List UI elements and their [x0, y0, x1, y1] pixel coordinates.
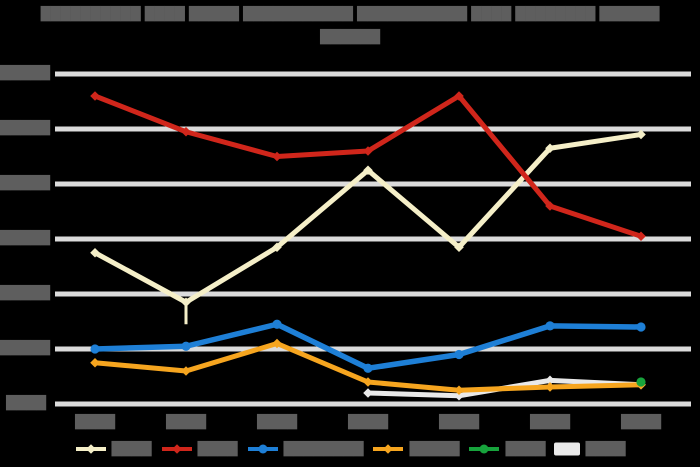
cream-legend-marker-icon: [75, 444, 106, 454]
legend-label: ████: [505, 441, 546, 457]
y-tick-label: █████: [0, 341, 50, 356]
data-point-marker: [636, 377, 646, 387]
data-point-marker: [545, 375, 555, 386]
gridline: [55, 71, 691, 77]
data-point-marker: [545, 321, 555, 331]
x-tick-label: ████: [530, 415, 570, 430]
data-point-marker: [90, 247, 100, 258]
data-point-marker: [181, 366, 191, 376]
data-point-marker: [545, 143, 555, 154]
legend-label: ████: [111, 441, 152, 457]
data-point-marker: [181, 126, 191, 137]
legend-label: ████: [585, 441, 626, 457]
orange-legend-marker-icon: [373, 444, 404, 454]
y-tick-label: █████: [0, 66, 50, 81]
x-tick-label: ████: [348, 415, 388, 430]
data-point-marker: [363, 377, 373, 387]
data-point-marker: [545, 382, 555, 392]
y-axis: █████ █████ █████ █████ █████ █████ ████: [0, 0, 50, 467]
data-point-marker: [363, 363, 373, 373]
data-point-marker: [363, 388, 373, 398]
data-point-marker: [181, 297, 191, 308]
data-point-marker: [90, 357, 100, 368]
y-tick-label: █████: [0, 121, 50, 136]
white-legend-marker-icon: [554, 442, 581, 456]
data-point-marker: [454, 349, 464, 360]
y-tick-label: ████: [6, 396, 46, 411]
gridline: [55, 346, 691, 352]
x-tick-label: ████: [439, 415, 479, 430]
data-point-marker: [454, 390, 464, 401]
data-point-marker: [454, 91, 464, 101]
red-legend-marker-icon: [161, 444, 192, 454]
data-point-marker: [545, 201, 555, 211]
gridline: [55, 401, 691, 407]
x-tick-label: ████: [75, 415, 115, 430]
gridline: [55, 236, 691, 242]
legend-item-blue: ████████: [247, 441, 364, 457]
data-point-marker: [90, 344, 100, 354]
legend-item-red: ████: [161, 442, 238, 456]
legend-item-orange: █████: [372, 442, 459, 456]
data-point-marker: [454, 242, 464, 253]
data-point-marker: [272, 151, 282, 162]
y-tick-label: █████: [0, 231, 50, 246]
blue-legend-marker-icon: [247, 444, 278, 454]
data-point-marker: [363, 165, 373, 176]
x-tick-label: ████: [166, 415, 206, 430]
data-point-marker: [272, 338, 282, 349]
legend-item-cream: ████: [75, 442, 152, 456]
legend: ████ ████ ████████ █████ ████ ████: [0, 440, 700, 458]
series-cream-line: [92, 132, 644, 305]
legend-label: ████████: [283, 441, 364, 457]
legend-label: █████: [409, 441, 460, 457]
legend-item-white: ████: [554, 442, 625, 456]
gridline: [55, 126, 691, 132]
legend-item-green: ████: [468, 442, 545, 456]
series-blue-line: [92, 321, 644, 371]
legend-label: ████: [197, 441, 238, 457]
data-point-marker: [636, 129, 646, 140]
chart-title-line1: ██████████ ████ █████ ███████████ ██████…: [40, 7, 660, 22]
chart-title-line2: ██████: [320, 30, 380, 45]
x-tick-label: ████: [621, 415, 661, 430]
gridline: [55, 181, 691, 187]
data-point-marker: [636, 322, 646, 332]
data-point-marker: [272, 319, 282, 329]
data-point-marker: [90, 91, 100, 101]
x-axis: ████ ████ ████ ████ ████ ████ ████: [0, 416, 700, 432]
data-point-marker: [454, 385, 464, 396]
gridline: [55, 291, 691, 297]
green-legend-marker-icon: [469, 444, 500, 454]
y-tick-label: █████: [0, 286, 50, 301]
chart-title: ██████████ ████ █████ ███████████ ██████…: [0, 7, 700, 46]
x-tick-label: ████: [257, 415, 297, 430]
data-point-marker: [272, 242, 282, 253]
data-point-marker: [363, 146, 373, 156]
data-point-marker: [181, 341, 191, 351]
y-tick-label: █████: [0, 176, 50, 191]
data-point-marker: [636, 231, 646, 242]
